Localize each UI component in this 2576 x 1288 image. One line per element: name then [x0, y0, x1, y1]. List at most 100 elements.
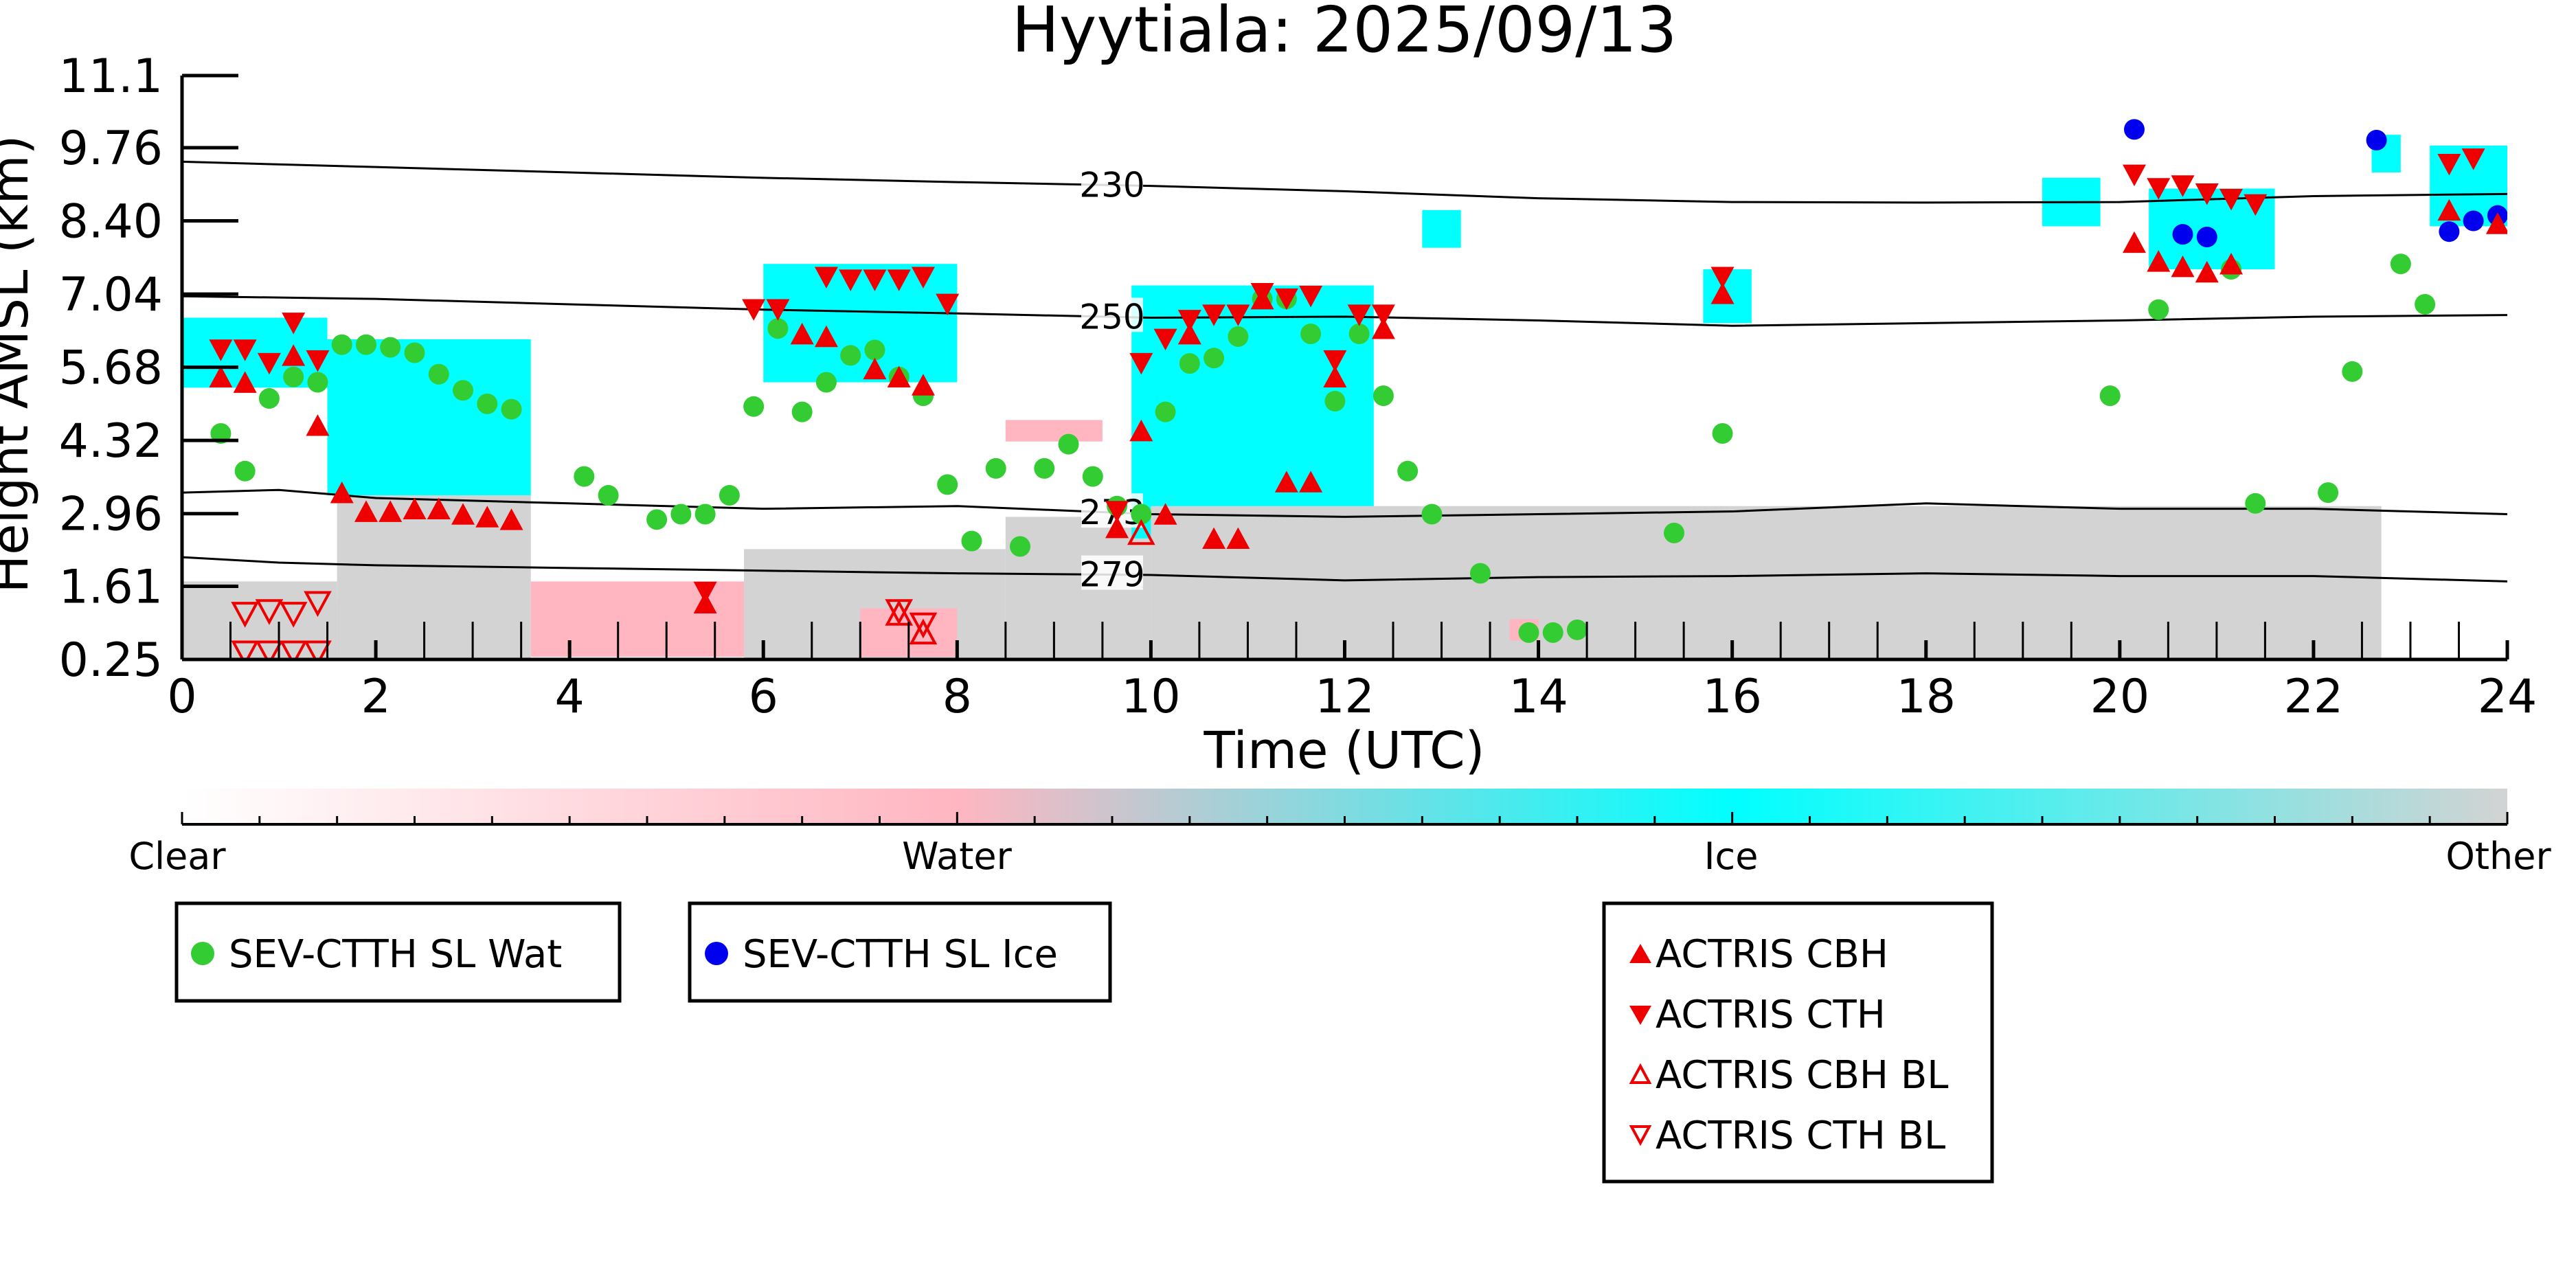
data-point: [379, 500, 403, 522]
legend-label: SEV-CTTH SL Ice: [743, 932, 1058, 977]
data-point: [2415, 293, 2436, 315]
data-point: [1129, 352, 1153, 375]
data-point: [743, 396, 765, 417]
data-point: [1323, 350, 1347, 372]
data-point: [885, 599, 914, 625]
data-point: [911, 267, 935, 289]
data-point: [863, 269, 887, 291]
colorbar-label-clear: Clear: [128, 835, 226, 878]
data-point: [985, 457, 1006, 479]
x-tick-label: 8: [942, 670, 972, 724]
data-point: [1712, 422, 1733, 444]
data-point: [1204, 348, 1225, 369]
data-point: [453, 380, 474, 401]
data-point: [2148, 299, 2169, 320]
data-point: [501, 398, 522, 420]
colorbar-label-ice: Ice: [1704, 835, 1759, 878]
data-point: [2318, 482, 2339, 504]
data-point: [646, 509, 668, 530]
data-point: [1105, 501, 1129, 523]
data-point: [258, 388, 280, 409]
data-point: [1421, 504, 1443, 525]
data-point: [2390, 253, 2411, 275]
isotherm-line: [181, 295, 2508, 327]
data-point: [306, 350, 330, 372]
data-point: [255, 599, 284, 625]
data-point: [1347, 304, 1371, 326]
data-point: [2123, 119, 2145, 140]
legend-label: ACTRIS CBH BL: [1656, 1053, 1948, 1098]
other-region: [1151, 506, 2382, 659]
data-point: [961, 530, 982, 552]
data-point: [427, 497, 451, 519]
data-point: [767, 318, 789, 339]
legend-label: ACTRIS CTH: [1656, 993, 1886, 1037]
legend-sev-wat: SEV-CTTH SL Wat: [174, 901, 622, 1003]
data-point: [2196, 227, 2217, 248]
data-point: [1226, 527, 1250, 550]
data-point: [2172, 224, 2193, 245]
data-point: [840, 345, 861, 366]
legend-wat-marker: [191, 942, 214, 965]
legend-label: ACTRIS CTH BL: [1656, 1114, 1945, 1158]
x-tick-label: 2: [361, 670, 390, 724]
data-point: [1058, 433, 1079, 455]
data-point: [1710, 267, 1735, 289]
data-point: [2244, 194, 2268, 216]
data-point: [1155, 401, 1176, 422]
x-tick-label: 10: [1121, 670, 1181, 724]
data-point: [1397, 460, 1419, 482]
data-point: [1710, 282, 1735, 304]
data-point: [1034, 457, 1055, 479]
y-axis-ticks: 0.25 1.61 2.96 4.32 5.68 7.04 8.40 9.76 11.1: [59, 49, 238, 688]
data-point: [2219, 188, 2244, 211]
data-point: [694, 504, 716, 525]
data-point: [911, 374, 935, 396]
other-region: [337, 495, 531, 659]
y-tick-label: 8.40: [59, 195, 163, 249]
x-tick-label: 18: [1896, 670, 1956, 724]
y-tick-label: 2.96: [59, 488, 163, 542]
x-tick-label: 14: [1509, 670, 1568, 724]
y-tick-label: 1.61: [59, 560, 163, 614]
legend-cbh-marker: [1629, 944, 1651, 963]
data-point: [887, 269, 911, 291]
isotherm-label-bg: [1081, 555, 1143, 590]
x-tick-label: 4: [555, 670, 585, 724]
data-point: [1348, 324, 1370, 345]
isotherm-label: 230: [1079, 166, 1144, 205]
data-point: [839, 269, 863, 291]
chart-title: Hyytiala: 2025/09/13: [1012, 0, 1677, 67]
data-point: [279, 640, 308, 659]
ice-region: [1422, 210, 1461, 248]
data-point: [2437, 199, 2461, 221]
data-point: [2195, 183, 2219, 205]
legend-cbh-bl-marker: [1629, 1063, 1652, 1084]
data-point: [742, 299, 766, 321]
x-tick-label: 20: [2090, 670, 2150, 724]
data-point: [2366, 130, 2387, 151]
water-region: [1005, 420, 1103, 442]
colorbar-label-water: Water: [902, 835, 1012, 878]
data-point: [1153, 503, 1177, 525]
data-point: [2122, 164, 2146, 187]
data-point: [307, 372, 328, 393]
data-point: [2099, 385, 2121, 407]
data-point: [1105, 516, 1129, 539]
data-point: [1323, 365, 1347, 388]
data-point: [790, 322, 814, 345]
isotherm-line: [181, 160, 2508, 204]
data-point: [1127, 519, 1155, 545]
data-point: [1371, 317, 1395, 339]
data-point: [1226, 304, 1250, 326]
y-tick-label: 4.32: [59, 414, 163, 468]
data-point: [1372, 385, 1394, 407]
data-point: [2147, 178, 2171, 200]
data-point: [864, 339, 885, 361]
legend-box: [688, 901, 1112, 1003]
data-point: [331, 334, 352, 355]
data-point: [693, 581, 717, 604]
classification-colorbar: Clear Water Ice Other: [128, 789, 2551, 878]
data-point: [428, 363, 449, 385]
